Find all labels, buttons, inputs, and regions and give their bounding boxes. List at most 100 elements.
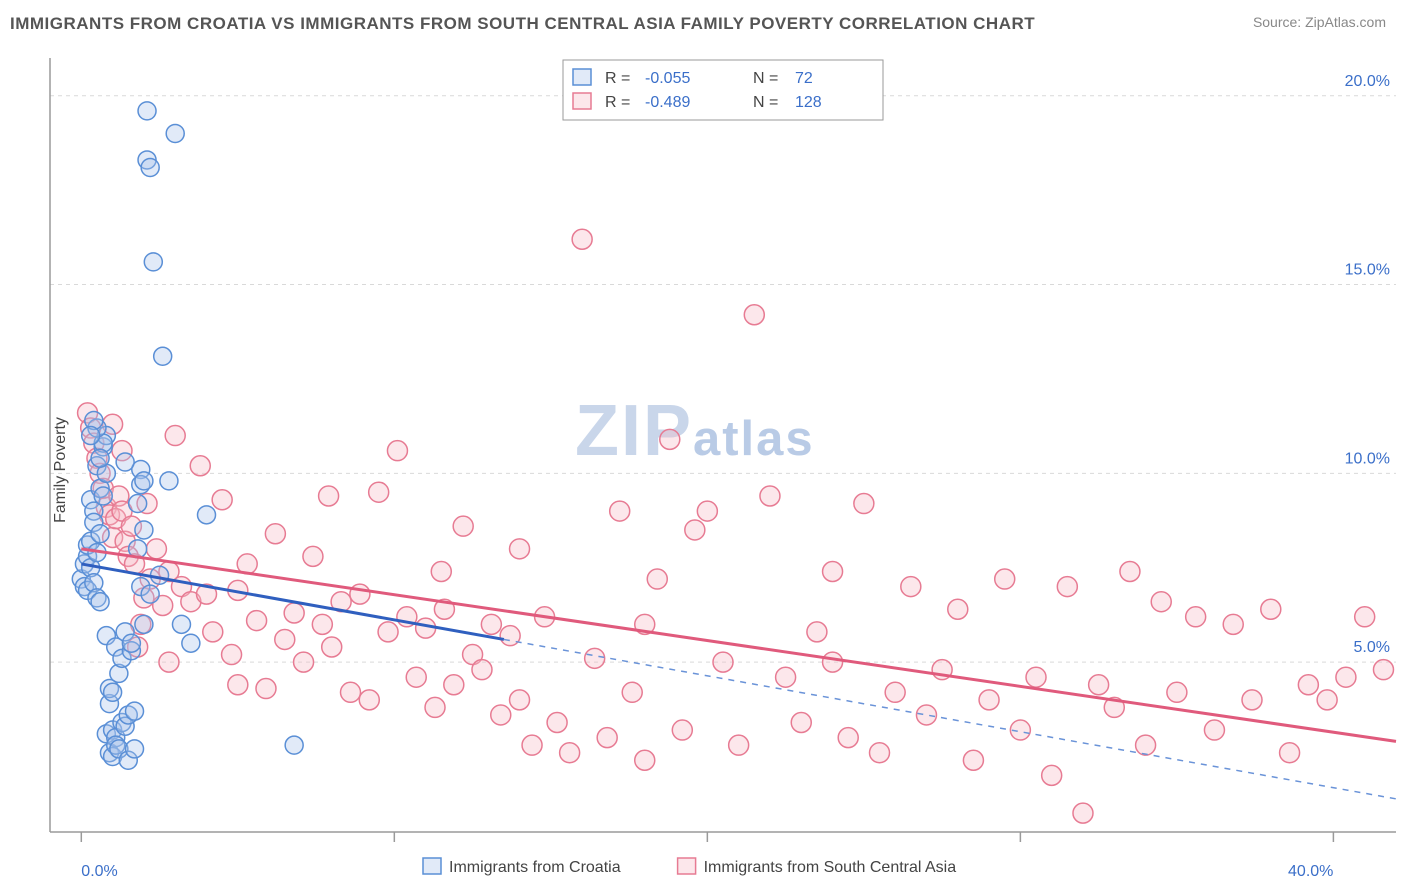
data-point xyxy=(369,482,389,502)
stat-r-label: R = xyxy=(605,70,630,87)
data-point xyxy=(1242,690,1262,710)
data-point xyxy=(838,728,858,748)
data-point xyxy=(126,740,144,758)
data-point xyxy=(129,495,147,513)
data-point xyxy=(481,614,501,634)
data-point xyxy=(453,516,473,536)
series-croatia xyxy=(72,102,303,769)
data-point xyxy=(500,626,520,646)
data-point xyxy=(91,525,109,543)
data-point xyxy=(212,490,232,510)
data-point xyxy=(729,735,749,755)
data-point xyxy=(510,690,530,710)
data-point xyxy=(870,743,890,763)
data-point xyxy=(122,634,140,652)
legend-swatch-croatia xyxy=(573,69,591,85)
data-point xyxy=(647,569,667,589)
data-point xyxy=(660,429,680,449)
data-point xyxy=(1298,675,1318,695)
data-point xyxy=(1042,765,1062,785)
y-tick-label: 15.0% xyxy=(1345,262,1390,279)
data-point xyxy=(275,629,295,649)
source-prefix: Source: xyxy=(1253,14,1305,30)
stat-r-label: R = xyxy=(605,94,630,111)
data-point xyxy=(807,622,827,642)
x-tick-label: 40.0% xyxy=(1288,863,1333,880)
data-point xyxy=(265,524,285,544)
data-point xyxy=(744,305,764,325)
data-point xyxy=(387,441,407,461)
bottom-legend-swatch-croatia xyxy=(423,858,441,874)
data-point xyxy=(823,652,843,672)
data-point xyxy=(963,750,983,770)
data-point xyxy=(322,637,342,657)
chart-title: IMMIGRANTS FROM CROATIA VS IMMIGRANTS FR… xyxy=(10,14,1035,33)
data-point xyxy=(979,690,999,710)
data-point xyxy=(610,501,630,521)
data-point xyxy=(444,675,464,695)
data-point xyxy=(916,705,936,725)
data-point xyxy=(94,487,112,505)
data-point xyxy=(635,750,655,770)
data-point xyxy=(547,713,567,733)
data-point xyxy=(1057,577,1077,597)
data-point xyxy=(622,682,642,702)
data-point xyxy=(1167,682,1187,702)
data-point xyxy=(431,561,451,581)
data-point xyxy=(256,679,276,699)
data-point xyxy=(885,682,905,702)
data-point xyxy=(203,622,223,642)
data-point xyxy=(672,720,692,740)
stats-box xyxy=(563,60,883,120)
data-point xyxy=(135,472,153,490)
data-point xyxy=(312,614,332,634)
data-point xyxy=(597,728,617,748)
data-point xyxy=(560,743,580,763)
data-point xyxy=(285,736,303,754)
series-sca xyxy=(78,229,1394,823)
data-point xyxy=(995,569,1015,589)
data-point xyxy=(144,253,162,271)
data-point xyxy=(341,682,361,702)
bottom-legend-swatch-sca xyxy=(678,858,696,874)
stat-n-value: 128 xyxy=(795,94,822,111)
data-point xyxy=(284,603,304,623)
stat-n-value: 72 xyxy=(795,70,813,87)
data-point xyxy=(165,426,185,446)
data-point xyxy=(151,566,169,584)
data-point xyxy=(222,645,242,665)
stat-r-value: -0.055 xyxy=(645,70,690,87)
data-point xyxy=(135,521,153,539)
data-point xyxy=(1261,599,1281,619)
data-point xyxy=(713,652,733,672)
data-point xyxy=(141,158,159,176)
data-point xyxy=(91,449,109,467)
data-point xyxy=(1223,614,1243,634)
data-point xyxy=(82,427,100,445)
data-point xyxy=(1355,607,1375,627)
data-point xyxy=(154,347,172,365)
data-point xyxy=(1089,675,1109,695)
data-point xyxy=(685,520,705,540)
watermark: atlas xyxy=(693,412,815,466)
data-point xyxy=(854,494,874,514)
data-point xyxy=(378,622,398,642)
data-point xyxy=(303,546,323,566)
data-point xyxy=(472,660,492,680)
data-point xyxy=(141,585,159,603)
data-point xyxy=(1186,607,1206,627)
data-point xyxy=(1373,660,1393,680)
data-point xyxy=(776,667,796,687)
y-tick-label: 5.0% xyxy=(1354,639,1390,656)
data-point xyxy=(760,486,780,506)
stat-n-label: N = xyxy=(753,94,778,111)
data-point xyxy=(1280,743,1300,763)
bottom-legend-label-sca: Immigrants from South Central Asia xyxy=(704,859,957,876)
data-point xyxy=(1151,592,1171,612)
data-point xyxy=(491,705,511,725)
data-point xyxy=(135,615,153,633)
data-point xyxy=(948,599,968,619)
data-point xyxy=(166,125,184,143)
data-point xyxy=(572,229,592,249)
data-point xyxy=(138,102,156,120)
